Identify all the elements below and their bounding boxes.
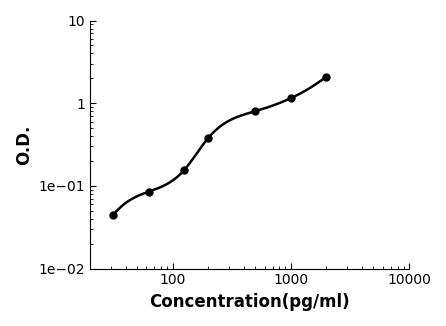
Point bbox=[323, 74, 330, 79]
Point bbox=[145, 189, 152, 194]
Point bbox=[109, 213, 116, 218]
X-axis label: Concentration(pg/ml): Concentration(pg/ml) bbox=[149, 293, 350, 311]
Point bbox=[252, 109, 259, 114]
Point bbox=[287, 96, 294, 101]
Y-axis label: O.D.: O.D. bbox=[15, 124, 33, 165]
Point bbox=[205, 135, 212, 141]
Point bbox=[181, 168, 188, 173]
